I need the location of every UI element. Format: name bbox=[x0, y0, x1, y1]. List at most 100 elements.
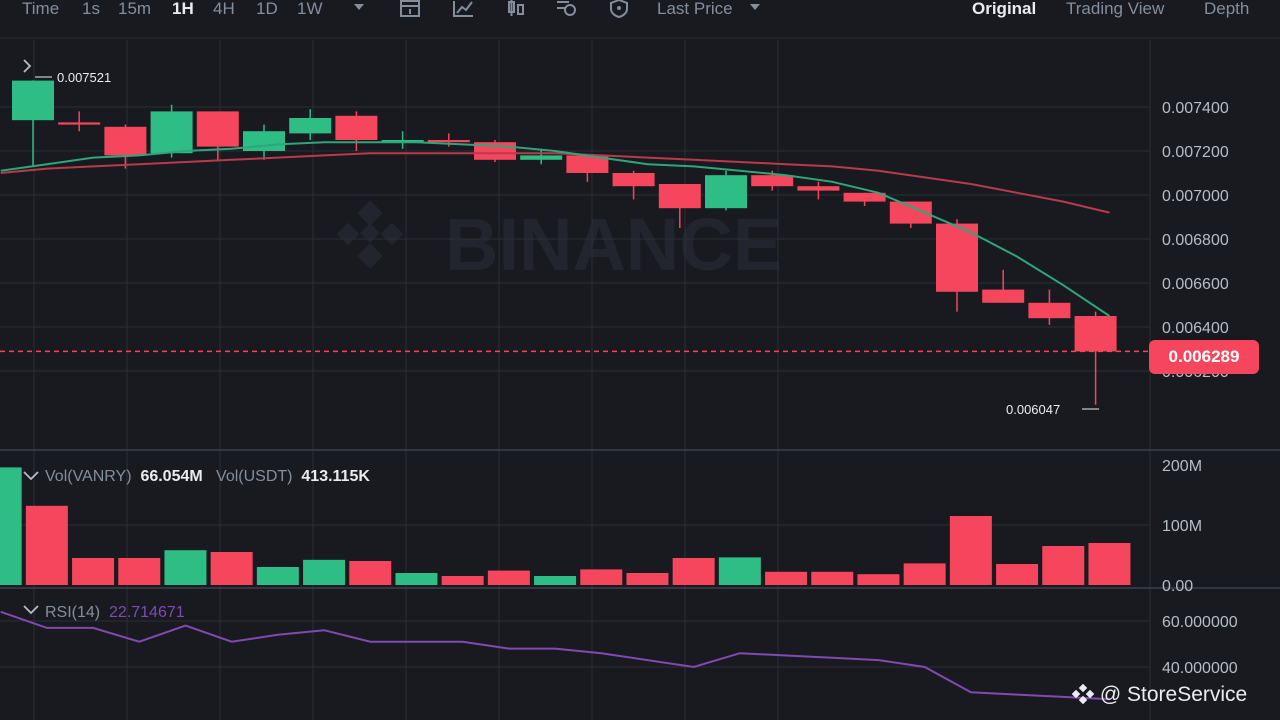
price-tick-label: 0.006800 bbox=[1162, 232, 1229, 249]
candle bbox=[1074, 311, 1117, 405]
volume-collapse-icon[interactable] bbox=[23, 471, 39, 481]
candle bbox=[936, 219, 978, 312]
rsi-legend: RSI(14) 22.714671 bbox=[45, 604, 185, 622]
volume-tick-label: 100M bbox=[1162, 518, 1202, 535]
candle bbox=[797, 181, 840, 200]
candles bbox=[12, 80, 1117, 405]
store-service-watermark: @ StoreService bbox=[1071, 681, 1247, 707]
candle bbox=[335, 111, 378, 151]
collapse-chevron-icon[interactable] bbox=[23, 59, 32, 73]
interval-time[interactable]: Time bbox=[22, 0, 60, 18]
volume-bar bbox=[949, 516, 992, 585]
price-tick-label: 0.007400 bbox=[1162, 100, 1229, 117]
volume-bar bbox=[164, 550, 207, 585]
candle bbox=[1028, 289, 1071, 325]
candle-body bbox=[982, 289, 1025, 303]
volume-legend: Vol(VANRY) 66.054M Vol(USDT) 413.115K bbox=[45, 468, 370, 486]
candle bbox=[196, 111, 239, 160]
volume-bar bbox=[349, 561, 392, 585]
candle bbox=[381, 131, 424, 149]
volume-bar bbox=[765, 571, 808, 585]
volume-bar bbox=[534, 576, 577, 585]
candle bbox=[982, 269, 1025, 303]
candle-body bbox=[797, 186, 840, 191]
rsi-tick-label: 40.000000 bbox=[1162, 660, 1238, 677]
price-tick-label: 0.007200 bbox=[1162, 144, 1229, 161]
ma-short-line bbox=[0, 141, 1111, 317]
caret-down-icon[interactable] bbox=[352, 0, 366, 16]
candle-body bbox=[889, 201, 932, 224]
candle bbox=[658, 184, 701, 228]
volume-bar bbox=[72, 558, 115, 585]
volume-bar bbox=[395, 573, 438, 585]
binance-logo-icon bbox=[336, 200, 404, 269]
view-original-tab[interactable]: Original bbox=[972, 0, 1037, 18]
volume-bar bbox=[1042, 546, 1085, 585]
binance-small-logo-icon bbox=[1071, 683, 1095, 705]
price-tick-label: 0.007000 bbox=[1162, 188, 1229, 205]
candle-body bbox=[705, 175, 747, 209]
price-type-chevron-icon[interactable] bbox=[748, 0, 762, 16]
candle bbox=[12, 80, 54, 167]
volume-bar bbox=[0, 467, 22, 585]
volume-bar bbox=[903, 563, 946, 585]
interval-1d[interactable]: 1D bbox=[256, 0, 278, 18]
volume-bar bbox=[580, 569, 623, 585]
volume-tick-label: 200M bbox=[1162, 458, 1202, 475]
candle-body bbox=[566, 155, 609, 173]
vol-quote-value: 413.115K bbox=[301, 468, 370, 485]
candle bbox=[474, 140, 516, 162]
volume-bars bbox=[0, 467, 1131, 585]
interval-1s[interactable]: 1s bbox=[82, 0, 100, 18]
volume-bar bbox=[256, 567, 299, 585]
rsi-line bbox=[0, 610, 1110, 701]
price-type-select[interactable]: Last Price bbox=[657, 0, 733, 18]
volume-bar bbox=[303, 559, 346, 585]
rsi-collapse-icon[interactable] bbox=[23, 605, 39, 615]
interval-4h[interactable]: 4H bbox=[213, 0, 235, 18]
candle-body bbox=[150, 111, 193, 154]
volume-bar bbox=[672, 558, 715, 585]
indicator-settings-icon[interactable] bbox=[555, 0, 581, 18]
candle bbox=[705, 170, 747, 211]
volume-bar bbox=[210, 552, 253, 585]
low-label: 0.006047 bbox=[1006, 402, 1060, 417]
candle-body bbox=[289, 118, 332, 134]
rsi-value: 22.714671 bbox=[109, 604, 185, 621]
candle-body bbox=[843, 192, 886, 202]
candle-body bbox=[751, 175, 794, 187]
candle bbox=[150, 104, 193, 158]
last-price-badge: 0.006289 bbox=[1149, 340, 1259, 374]
candle-body bbox=[12, 80, 54, 121]
price-tick-label: 0.006400 bbox=[1162, 320, 1229, 337]
volume-bar bbox=[718, 557, 761, 585]
chart-toolbar: Time 1s 15m 1H 4H 1D 1W Last Price Origi… bbox=[0, 0, 1280, 22]
interval-15m[interactable]: 15m bbox=[118, 0, 152, 18]
volume-bar bbox=[996, 564, 1039, 585]
volume-tick-label: 0.00 bbox=[1162, 578, 1193, 595]
view-trading-view-tab[interactable]: Trading View bbox=[1066, 0, 1165, 18]
candle-body bbox=[381, 140, 424, 143]
line-chart-icon[interactable] bbox=[451, 0, 475, 18]
interval-1h[interactable]: 1H bbox=[172, 0, 194, 18]
shield-icon[interactable] bbox=[607, 0, 631, 18]
calendar-icon[interactable] bbox=[398, 0, 422, 18]
candle-body bbox=[520, 155, 563, 160]
ma-long-line bbox=[0, 152, 1110, 214]
candle-body bbox=[1028, 302, 1071, 319]
vol-quote-label: Vol(USDT) bbox=[216, 468, 293, 485]
price-tick-label: 0.006600 bbox=[1162, 276, 1229, 293]
candle bbox=[58, 111, 101, 132]
volume-bar bbox=[626, 573, 669, 585]
candle-body bbox=[612, 173, 655, 187]
view-depth-tab[interactable]: Depth bbox=[1204, 0, 1250, 18]
volume-bar bbox=[441, 576, 484, 585]
candle bbox=[843, 192, 886, 206]
volume-bar bbox=[811, 571, 854, 585]
rsi-tick-label: 60.000000 bbox=[1162, 614, 1238, 631]
candlestick-icon[interactable] bbox=[504, 0, 528, 18]
candle-body bbox=[58, 122, 101, 125]
interval-1w[interactable]: 1W bbox=[297, 0, 323, 18]
y-axis-ticks: 0.007400 0.007200 0.007000 0.006800 0.006600… bbox=[1162, 100, 1238, 677]
